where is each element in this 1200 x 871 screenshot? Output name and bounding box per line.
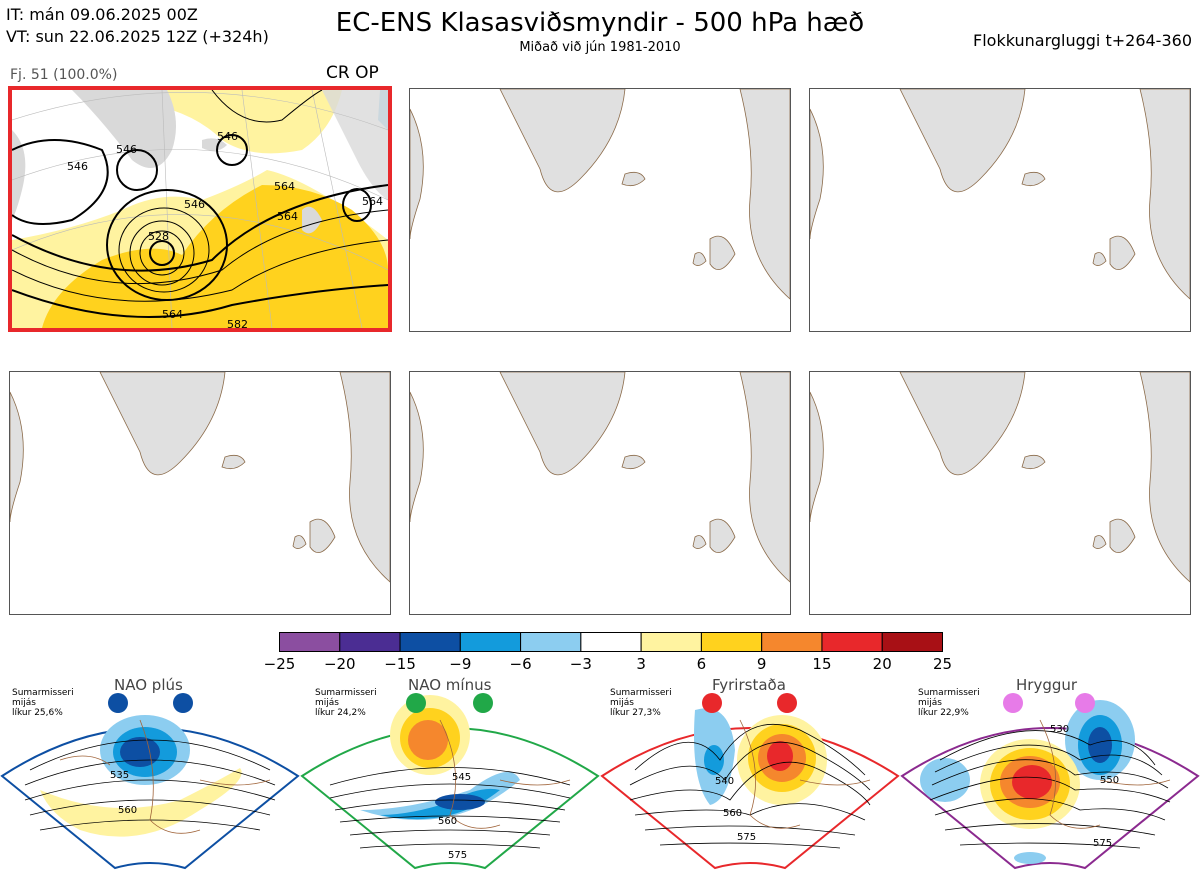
cluster-count-label: Fj. 51 (100.0%) (10, 67, 118, 83)
cluster-map-1[interactable]: 546 546 546 564 528 564 564 582 546 564 (8, 86, 392, 332)
contour-label: 582 (227, 318, 248, 328)
contour-label: 564 (362, 195, 383, 208)
contour-label: 530 (1050, 724, 1069, 735)
prob-label: líkur 27,3% (610, 708, 661, 718)
season-label: Sumarmisseri (918, 688, 980, 698)
contour-label: 560 (723, 808, 742, 819)
contour-label: 575 (1093, 838, 1112, 849)
freq-label: mijás (12, 698, 36, 708)
run-info: IT: mán 09.06.2025 00Z VT: sun 22.06.202… (6, 4, 269, 48)
regime-3-map: 540 560 575 (600, 693, 900, 870)
contour-label: 550 (1100, 775, 1119, 786)
freq-label: mijás (610, 698, 634, 708)
colorbar-swatch (399, 632, 461, 652)
colorbar-tick-label: −6 (509, 655, 532, 673)
colorbar-tick-label: −20 (323, 655, 356, 673)
colorbar-swatch (520, 632, 582, 652)
empty-map-graphic (410, 89, 790, 300)
regime-2-map: 545 560 575 (300, 693, 600, 870)
contour-label: 535 (110, 770, 129, 781)
contour-label: 546 (67, 160, 88, 173)
colorbar-tick-label: 15 (812, 655, 832, 673)
colorbar-tick-label: 20 (872, 655, 892, 673)
contour-label: 560 (118, 805, 137, 816)
colorbar-tick-label: −15 (384, 655, 416, 673)
init-time: IT: mán 09.06.2025 00Z (6, 5, 198, 24)
regime-2-info: Sumarmisseri mijás líkur 24,2% (315, 688, 377, 718)
cluster-map-3[interactable] (809, 88, 1191, 332)
colorbar-swatch (881, 632, 943, 652)
contour-label: 560 (438, 816, 457, 827)
regime-4-map: 530 550 575 (900, 693, 1200, 870)
colorbar-tick-label: 9 (756, 655, 767, 673)
cluster-map-5[interactable] (409, 371, 791, 615)
cluster-map-1-graphic: 546 546 546 564 528 564 564 582 546 564 (12, 90, 388, 328)
valid-time: VT: sun 22.06.2025 12Z (+324h) (6, 27, 269, 46)
regime-1-map: 535 560 (0, 693, 300, 870)
contour-label: 540 (715, 776, 734, 787)
regime-3-info: Sumarmisseri mijás líkur 27,3% (610, 688, 672, 718)
colorbar-swatch (761, 632, 823, 652)
contour-label: 528 (148, 230, 169, 243)
contour-label: 545 (452, 772, 471, 783)
regime-1-info: Sumarmisseri mijás líkur 25,6% (12, 688, 74, 718)
season-label: Sumarmisseri (12, 688, 74, 698)
contour-label: 575 (448, 850, 467, 861)
contour-label: 564 (277, 210, 298, 223)
cluster-tags: CR OP (326, 63, 379, 83)
regime-1-title: NAO plús (114, 676, 183, 694)
season-label: Sumarmisseri (610, 688, 672, 698)
contour-label: 546 (184, 198, 205, 211)
colorbar-swatch (700, 632, 763, 652)
prob-label: líkur 25,6% (12, 708, 63, 718)
contour-label: 546 (116, 143, 137, 156)
colorbar-tick-label: 25 (932, 655, 953, 673)
empty-map-graphic (810, 372, 1190, 583)
freq-label: mijás (315, 698, 339, 708)
colorbar-tick-label: 3 (636, 655, 646, 673)
empty-map-graphic (410, 372, 790, 583)
colorbar-swatch (459, 632, 522, 652)
contour-label: 546 (217, 130, 238, 143)
cluster-map-4[interactable] (9, 371, 391, 615)
colorbar-tick-label: −3 (569, 655, 592, 673)
classification-window: Flokkunargluggi t+264-360 (973, 31, 1192, 50)
cluster-map-6[interactable] (809, 371, 1191, 615)
colorbar-tick-label: −9 (449, 655, 472, 673)
cluster-map-2[interactable] (409, 88, 791, 332)
prob-label: líkur 24,2% (315, 708, 366, 718)
colorbar-swatch (640, 632, 702, 652)
contour-label: 564 (274, 180, 295, 193)
regime-3-title: Fyrirstaða (712, 676, 786, 694)
empty-map-graphic (810, 89, 1190, 300)
colorbar-tick-label: 6 (696, 655, 707, 673)
contour-label: 564 (162, 308, 183, 321)
page-subtitle: Miðað við jún 1981-2010 (519, 40, 681, 55)
colorbar (279, 632, 943, 652)
prob-label: líkur 22,9% (918, 708, 969, 718)
season-label: Sumarmisseri (315, 688, 377, 698)
empty-map-graphic (10, 372, 390, 583)
regime-4-info: Sumarmisseri mijás líkur 22,9% (918, 688, 980, 718)
regime-4-title: Hryggur (1016, 676, 1078, 694)
colorbar-swatch (279, 632, 341, 652)
colorbar-swatch (821, 632, 883, 652)
freq-label: mijás (918, 698, 942, 708)
regime-2-title: NAO mínus (408, 676, 492, 694)
colorbar-swatch (580, 632, 642, 652)
colorbar-swatch (339, 632, 401, 652)
colorbar-tick-label: −25 (263, 655, 296, 673)
page-title: EC-ENS Klasasviðsmyndir - 500 hPa hæð (335, 8, 865, 38)
contour-label: 575 (737, 832, 756, 843)
